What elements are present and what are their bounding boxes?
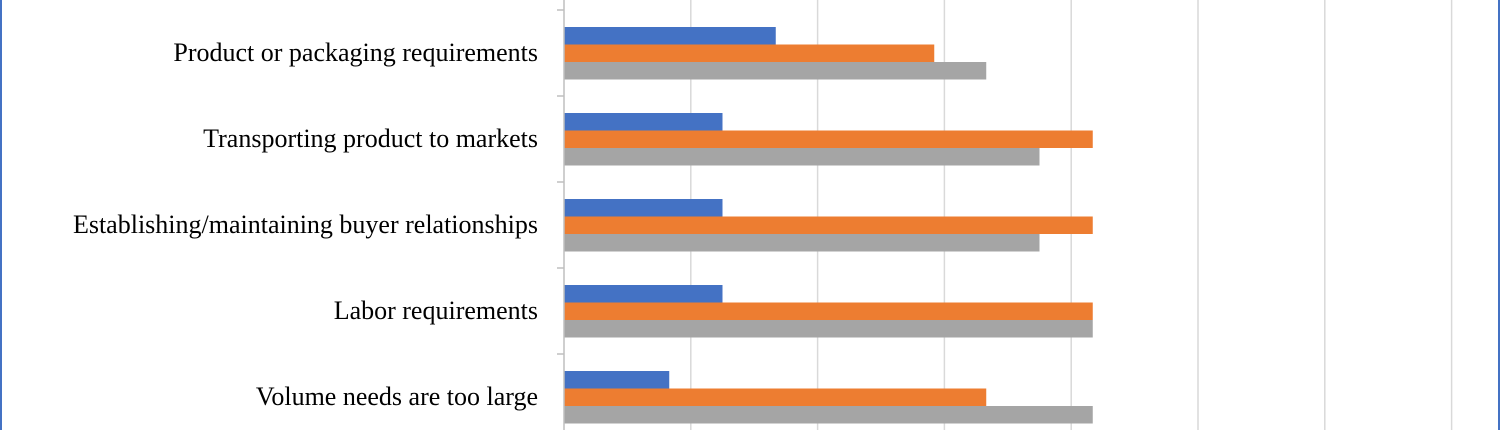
category-label: Labor requirements bbox=[334, 296, 538, 325]
category-label: Transporting product to markets bbox=[203, 124, 538, 153]
bar bbox=[564, 62, 987, 80]
bar bbox=[564, 388, 987, 406]
bar bbox=[564, 406, 1093, 424]
category-axis bbox=[557, 0, 565, 430]
bar bbox=[564, 302, 1093, 320]
bars bbox=[564, 27, 1093, 424]
bar bbox=[564, 44, 935, 62]
bar bbox=[564, 216, 1093, 234]
bar bbox=[564, 320, 1093, 338]
category-label: Volume needs are too large bbox=[256, 382, 538, 411]
category-label: Product or packaging requirements bbox=[173, 38, 538, 67]
bar bbox=[564, 130, 1093, 148]
bar bbox=[564, 27, 776, 45]
category-label: Establishing/maintaining buyer relations… bbox=[73, 210, 538, 239]
bar bbox=[564, 234, 1040, 252]
bar bbox=[564, 199, 723, 217]
category-labels: Product or packaging requirements Transpo… bbox=[73, 38, 538, 411]
bar bbox=[564, 113, 723, 131]
bar bbox=[564, 148, 1040, 166]
bar bbox=[564, 285, 723, 303]
bar bbox=[564, 371, 670, 389]
